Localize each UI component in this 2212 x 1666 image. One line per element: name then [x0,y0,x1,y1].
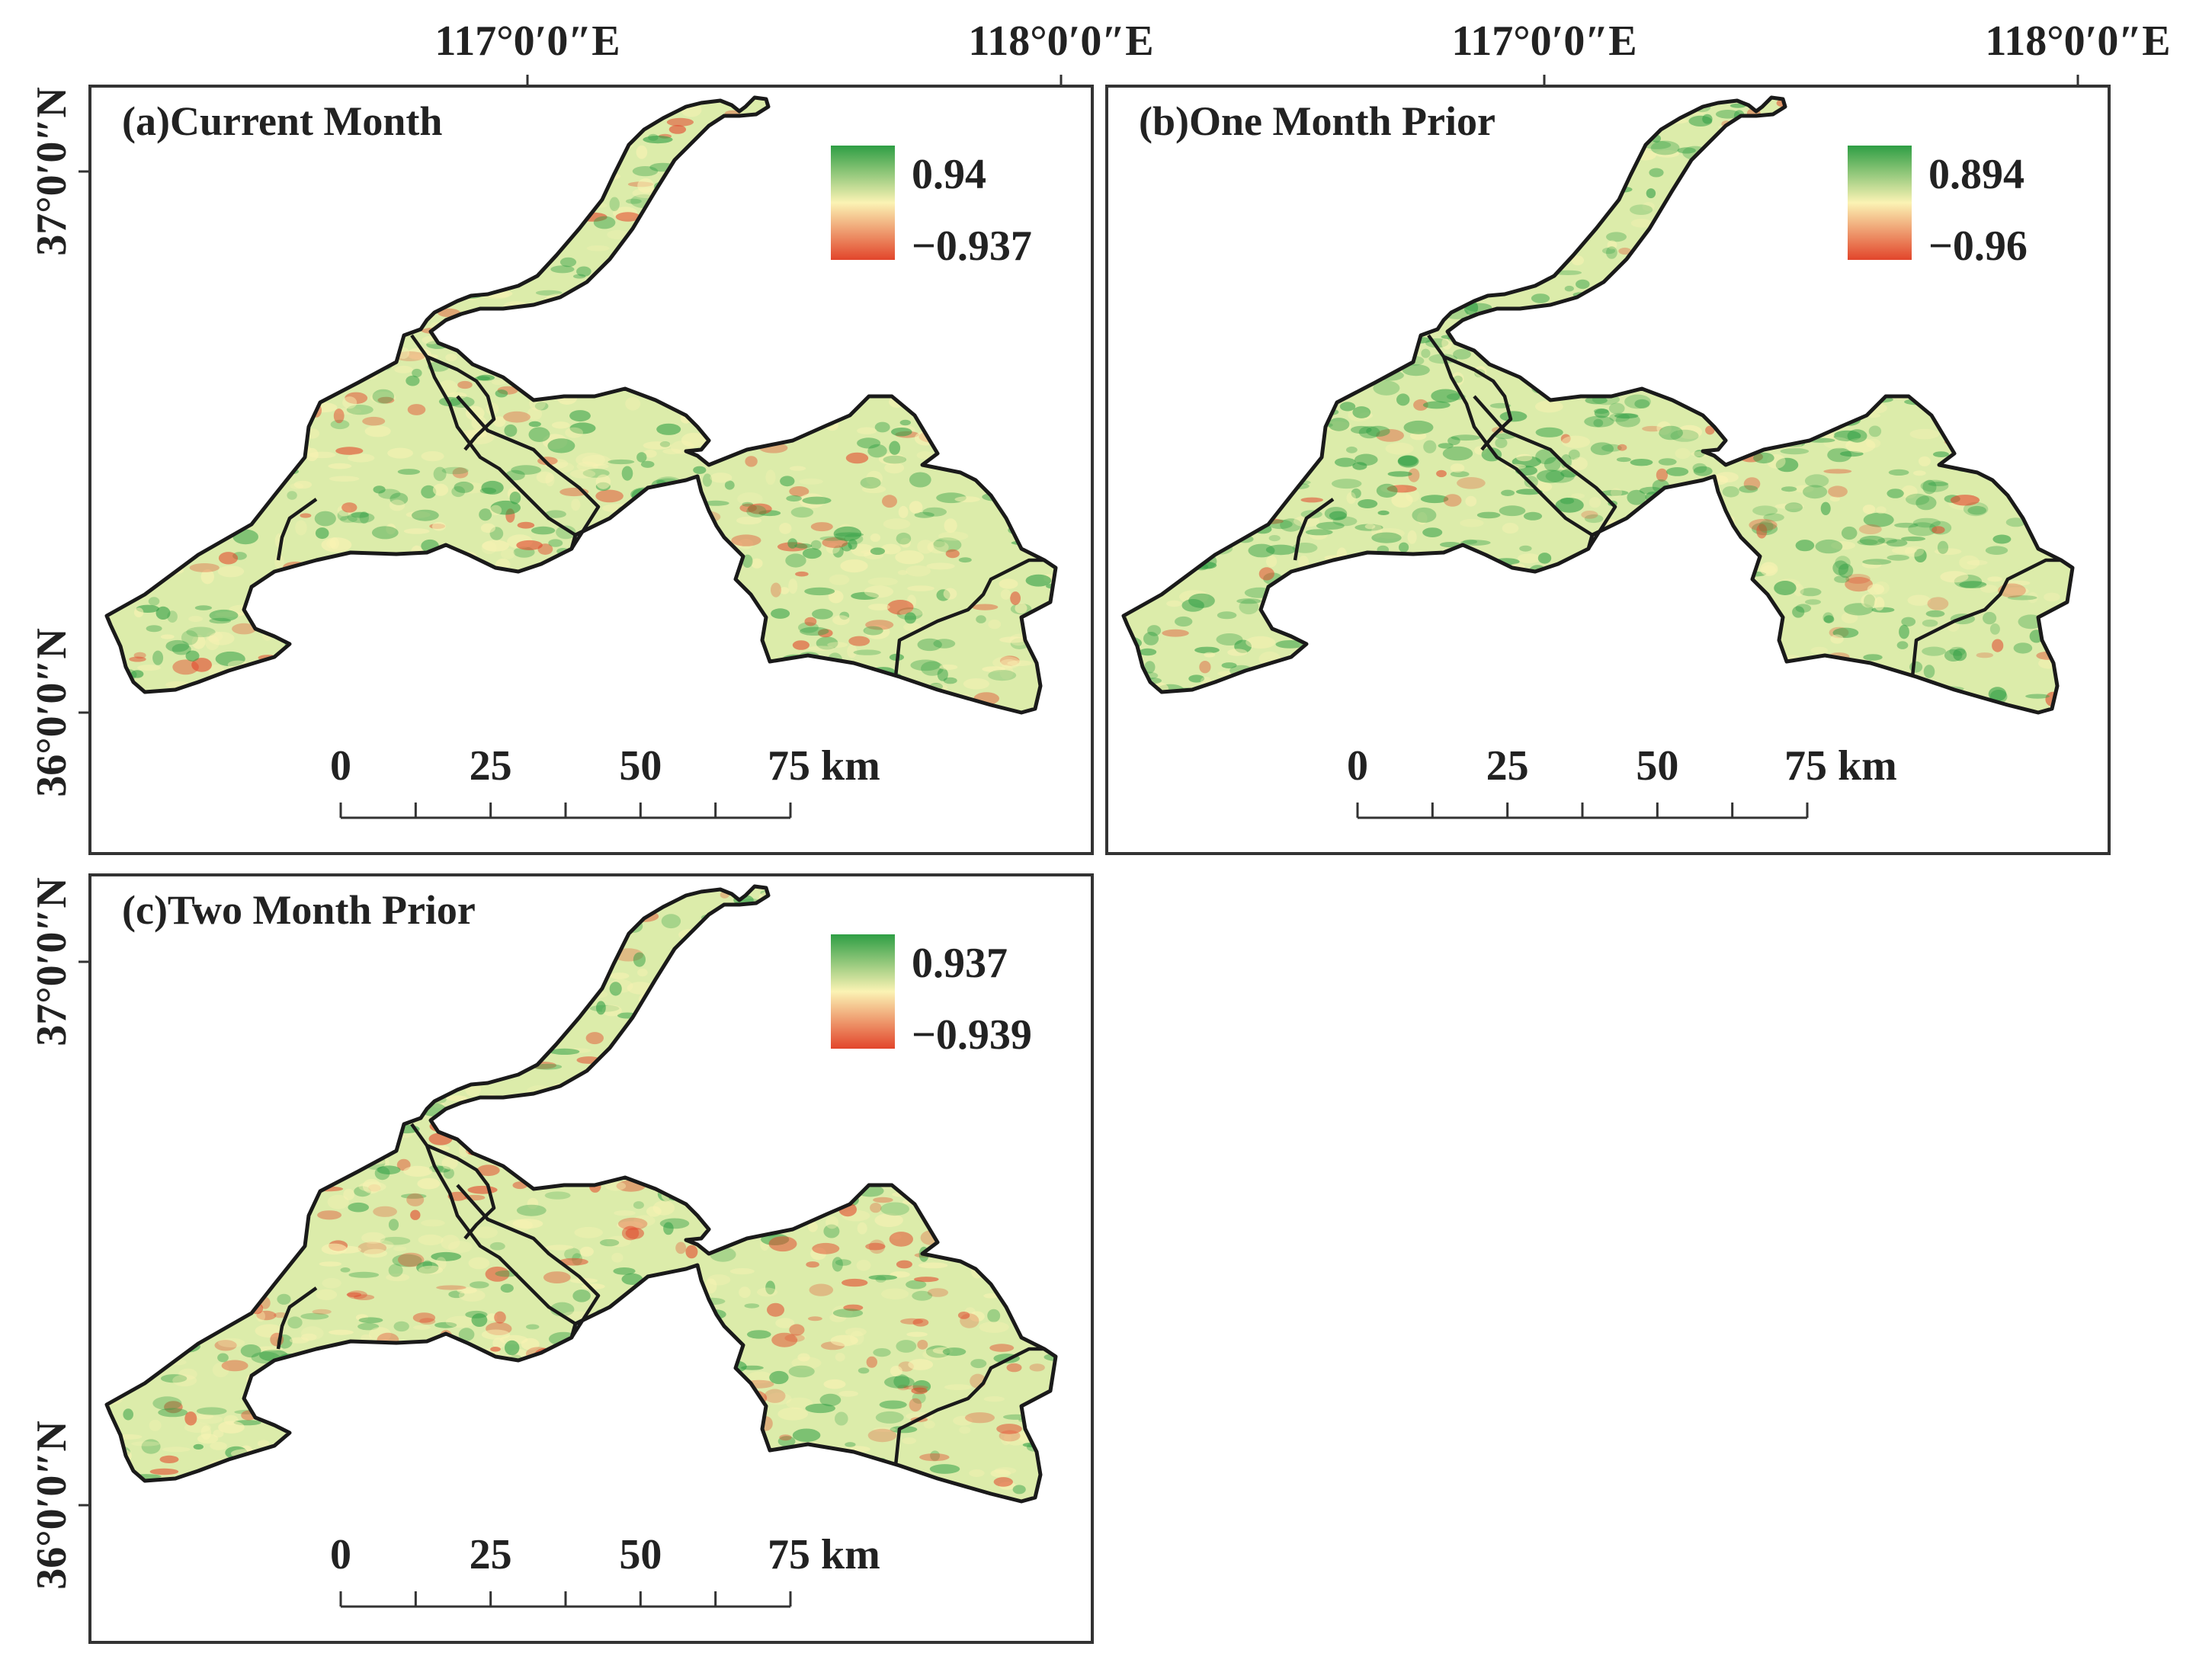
scale-label: 25 [1486,742,1529,790]
scale-label: 25 [470,742,512,790]
longitude-label: 117°0′0″E [434,18,620,65]
scale-label: 75 km [1784,742,1897,790]
legend-max-label: 0.937 [912,940,1008,987]
latitude-label: 36°0′0″N [28,1421,75,1590]
scale-label: 0 [1347,742,1368,790]
scale-label: 50 [619,742,662,790]
latitude-label: 36°0′0″N [28,628,75,797]
latitude-label: 37°0′0″N [28,877,75,1046]
panel-title: (a)Current Month [122,98,442,144]
coordinate-axes: 117°0′0″E 118°0′0″E 117°0′0″E 118°0′0″E 37°0… [28,18,2171,1590]
map-panel-b: (b)One Month Prior 0.894 −0.96 0 25 50 75 km [1105,85,2111,855]
legend-color-ramp [831,934,895,1049]
scale-label: 0 [330,1531,351,1578]
map-panel-c: (c)Two Month Prior 0.937 −0.939 0 25 50 75 km [88,873,1094,1644]
scale-bar: 0 25 50 75 km [330,1531,880,1608]
scale-label: 50 [1636,742,1678,790]
scale-label: 0 [330,742,351,790]
longitude-label: 118°0′0″E [1985,18,2170,65]
longitude-label: 118°0′0″E [968,18,1153,65]
map-panel-a: (a)Current Month 0.94 −0.937 0 25 50 75 km [88,85,1094,855]
panel-title: (b)One Month Prior [1139,98,1496,144]
scale-bar: 0 25 50 75 km [330,742,880,819]
scale-bar: 0 25 50 75 km [1347,742,1897,819]
legend-color-ramp [1848,146,1912,260]
longitude-label: 117°0′0″E [1451,18,1637,65]
scale-label: 75 km [768,742,880,790]
legend-min-label: −0.96 [1928,223,2028,270]
legend-max-label: 0.894 [1928,151,2024,198]
latitude-label: 37°0′0″N [28,87,75,256]
legend-min-label: −0.939 [912,1011,1032,1059]
scale-label: 25 [470,1531,512,1578]
legend-min-label: −0.937 [912,223,1032,270]
panel-title: (c)Two Month Prior [122,887,476,933]
scale-label: 50 [619,1531,662,1578]
legend-max-label: 0.94 [912,151,986,198]
scale-label: 75 km [768,1531,880,1578]
legend-color-ramp [831,146,895,260]
